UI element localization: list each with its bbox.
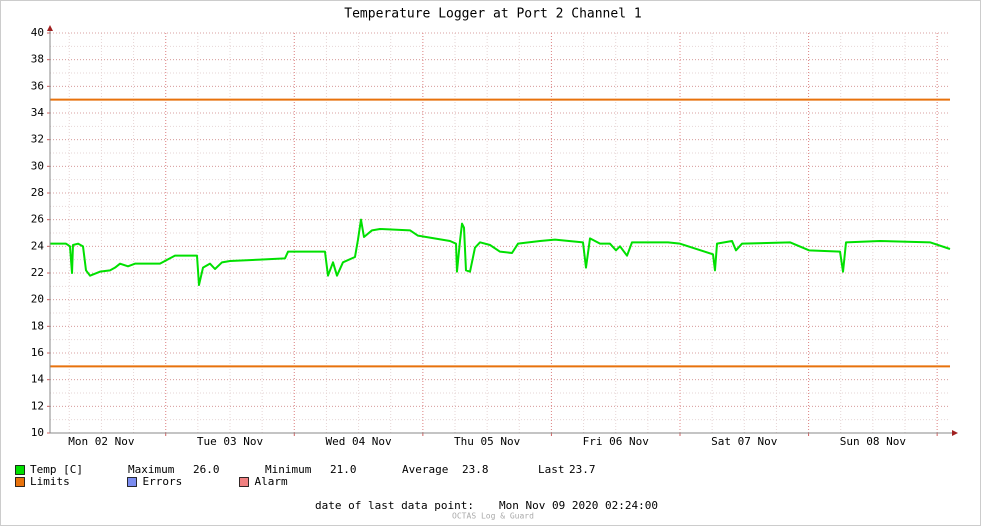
x-tick-label: Sun 08 Nov xyxy=(840,435,907,448)
y-tick-label: 24 xyxy=(31,239,45,252)
y-tick-label: 14 xyxy=(31,373,45,386)
stat-name: Maximum xyxy=(128,463,175,476)
x-tick-label: Fri 06 Nov xyxy=(583,435,650,448)
y-tick-label: 32 xyxy=(31,133,44,146)
chart-title: Temperature Logger at Port 2 Channel 1 xyxy=(344,7,641,22)
watermark: OCTAS Log & Guard xyxy=(452,512,534,521)
marks xyxy=(50,98,951,368)
y-tick-label: 30 xyxy=(31,159,44,172)
legend-swatch xyxy=(127,477,137,487)
x-axis-arrow xyxy=(952,430,958,436)
x-tick-label: Sat 07 Nov xyxy=(711,435,778,448)
legend-swatch xyxy=(15,477,25,487)
footer-label: date of last data point: xyxy=(315,499,474,512)
y-tick-label: 22 xyxy=(31,266,44,279)
legend-label: Alarm xyxy=(255,475,288,488)
legend-label: Temp [C] xyxy=(30,463,83,476)
x-tick-label: Mon 02 Nov xyxy=(68,435,135,448)
stat-name: Average xyxy=(402,463,448,476)
legend-swatch xyxy=(239,477,249,487)
stat-value: 26.0 xyxy=(193,463,220,476)
y-tick-label: 40 xyxy=(31,26,44,39)
legend-swatch xyxy=(15,465,25,475)
stat-value: 21.0 xyxy=(330,463,357,476)
footer-value: Mon Nov 09 2020 02:24:00 xyxy=(499,499,658,512)
legend-label: Limits xyxy=(30,475,70,488)
legend: Temp [C] Maximum 26.0 Minimum 21.0 Average 23.… xyxy=(15,463,596,488)
stat-value: 23.7 xyxy=(569,463,596,476)
y-tick-label: 20 xyxy=(31,293,44,306)
y-tick-label: 36 xyxy=(31,79,44,92)
stat-name: Last xyxy=(538,463,565,476)
legend-label: Errors xyxy=(143,475,183,488)
y-tick-label: 18 xyxy=(31,319,44,332)
x-tick-label: Wed 04 Nov xyxy=(325,435,392,448)
y-tick-label: 34 xyxy=(31,106,45,119)
y-tick-label: 12 xyxy=(31,399,44,412)
y-tick-label: 38 xyxy=(31,53,44,66)
axes: 10 12 14 16 18 20 22 24 26 28 30 32 34 36 38 40 Mon 02 N… xyxy=(31,25,958,448)
stat-name: Minimum xyxy=(265,463,312,476)
y-tick-label: 26 xyxy=(31,213,44,226)
y-axis-arrow xyxy=(47,25,53,31)
y-tick-label: 28 xyxy=(31,186,44,199)
series-line xyxy=(50,218,951,286)
y-tick-label: 10 xyxy=(31,426,44,439)
x-tick-label: Tue 03 Nov xyxy=(197,435,264,448)
y-tick-label: 16 xyxy=(31,346,44,359)
stat-value: 23.8 xyxy=(462,463,489,476)
x-tick-label: Thu 05 Nov xyxy=(454,435,521,448)
